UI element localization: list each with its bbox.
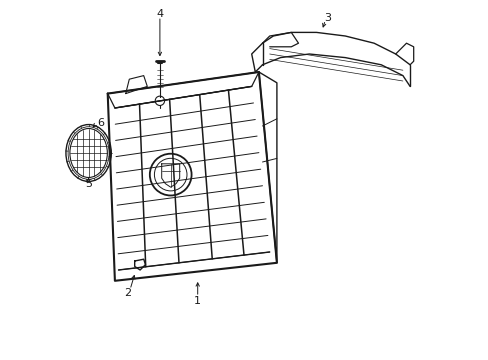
Text: 2: 2 (123, 288, 131, 298)
Text: 3: 3 (323, 13, 330, 23)
Text: 5: 5 (85, 179, 92, 189)
Text: 6: 6 (98, 118, 104, 128)
Text: 1: 1 (194, 296, 201, 306)
Text: 4: 4 (156, 9, 163, 19)
